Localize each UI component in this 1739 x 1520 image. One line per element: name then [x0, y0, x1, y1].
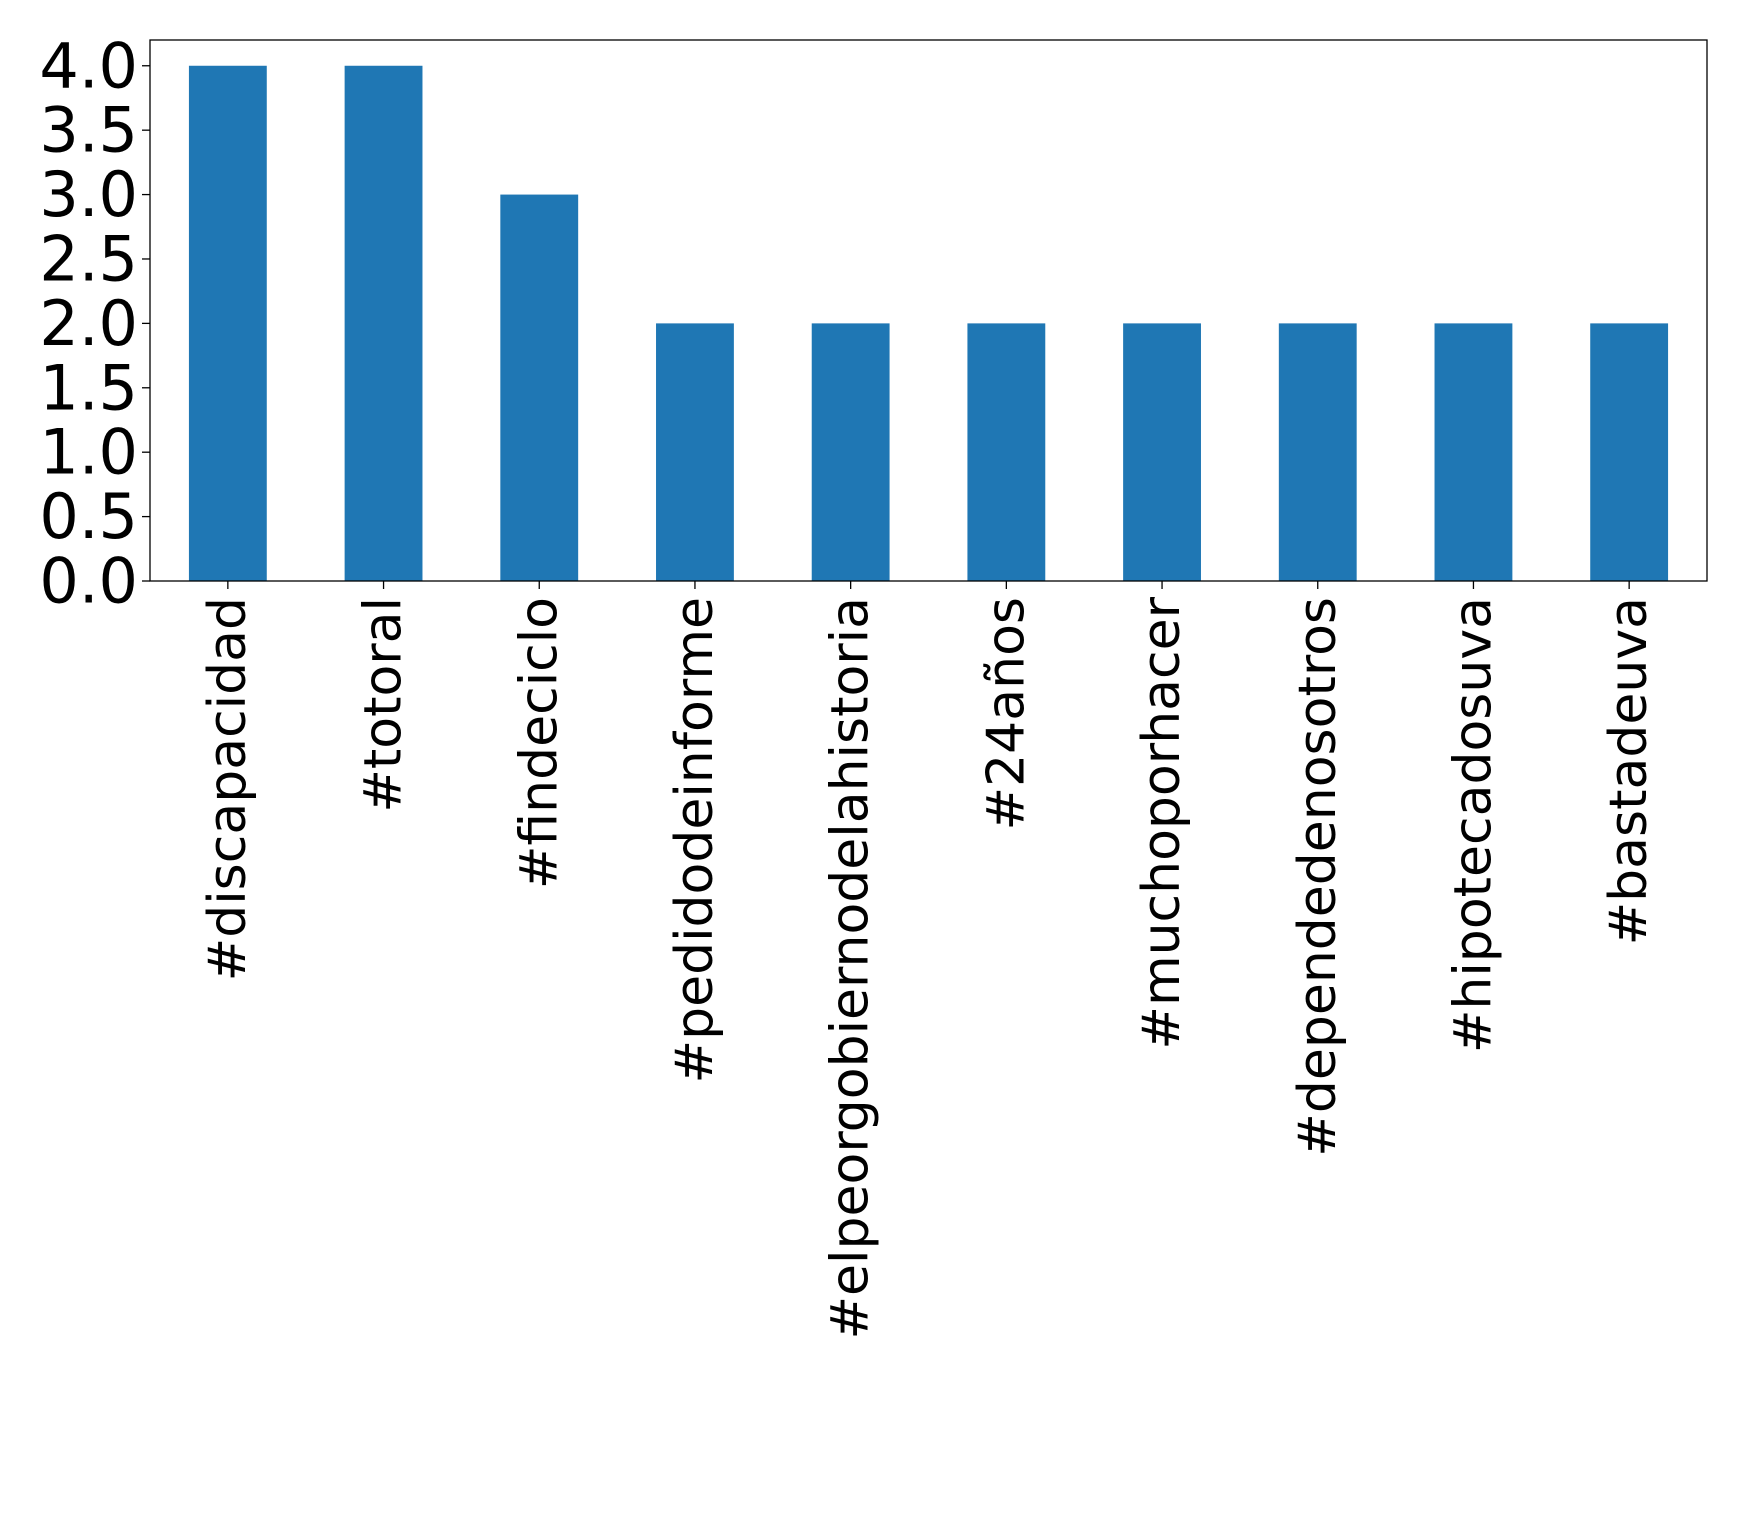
y-tick-label-7: 3.5	[39, 94, 138, 167]
bar-2	[500, 194, 579, 582]
y-tick-label-6: 3.0	[39, 158, 138, 231]
bar-3	[656, 323, 734, 581]
bar-0	[188, 65, 267, 581]
bar-6	[1123, 323, 1201, 581]
x-tick-label-5: #24años	[976, 597, 1036, 830]
bar-7	[1278, 323, 1357, 581]
bar-8	[1434, 323, 1513, 581]
bar-5	[967, 323, 1046, 581]
plot-frame	[149, 39, 1708, 582]
x-tick-label-4: #elpeorgobiernodelahistoria	[821, 597, 881, 1340]
x-tick-label-8: #hipotecadosuva	[1443, 597, 1503, 1053]
bar-1	[344, 65, 423, 581]
x-tick-label-6: #muchoporhacer	[1132, 596, 1192, 1049]
y-tick-label-5: 2.5	[39, 222, 138, 295]
bar-9	[1590, 323, 1669, 581]
x-axis: #discapacidad #totoral #findeciclo #pedidod…	[198, 581, 1659, 1340]
y-tick-label-0: 0.0	[39, 545, 138, 618]
y-tick-label-1: 0.5	[39, 480, 138, 553]
bars-layer	[188, 65, 1669, 582]
x-tick-label-0: #discapacidad	[198, 597, 258, 981]
y-axis: 0.00.51.01.52.02.53.03.54.0	[39, 29, 150, 618]
y-tick-label-2: 1.0	[39, 416, 138, 489]
y-tick-label-4: 2.0	[39, 287, 138, 360]
x-tick-label-3: #pedidodeinforme	[665, 597, 725, 1083]
y-tick-label-3: 1.5	[39, 351, 138, 424]
bar-4	[811, 323, 890, 581]
x-tick-label-1: #totoral	[354, 597, 414, 813]
y-tick-label-8: 4.0	[39, 29, 138, 102]
x-tick-label-2: #findeciclo	[509, 597, 569, 889]
x-tick-label-7: #dependedenosotros	[1288, 597, 1348, 1157]
x-tick-label-9: #bastadeuva	[1599, 597, 1659, 945]
